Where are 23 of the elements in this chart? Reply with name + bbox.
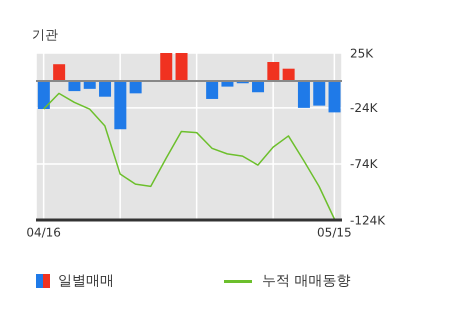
bar [99, 81, 112, 97]
y-tick-label: -124K [350, 213, 386, 228]
bar [53, 64, 66, 82]
legend-label: 누적 매매동향 [262, 273, 350, 289]
bar [38, 81, 50, 110]
bar [328, 81, 341, 112]
chart-title: 기관 [32, 27, 58, 44]
bar [130, 81, 142, 94]
bar [176, 53, 188, 82]
line-series [42, 92, 336, 220]
y-tick-label: -74K [350, 157, 379, 172]
x-tick-label: 04/16 [26, 226, 61, 240]
y-tick-label: 25K [350, 46, 374, 60]
bar [282, 68, 295, 82]
bar [267, 62, 280, 82]
bar [114, 81, 126, 130]
bar [298, 81, 310, 108]
x-tick-label: 05/15 [317, 226, 352, 240]
bar [313, 81, 326, 106]
bar [160, 53, 172, 82]
bar [206, 81, 218, 99]
y-tick-label: -24K [350, 101, 379, 116]
legend-label: 일별매매 [58, 273, 114, 289]
